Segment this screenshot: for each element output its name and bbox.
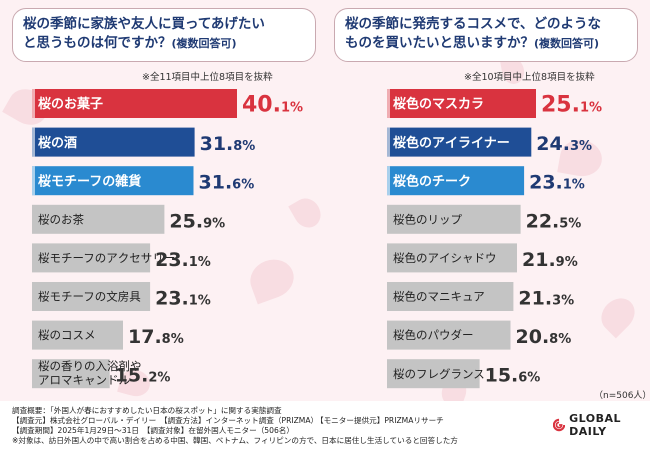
left-value-label-5: 23.1% — [155, 249, 211, 271]
right-bar-8 — [387, 359, 480, 389]
left-bar-1 — [32, 89, 237, 118]
right-title-note: (複数回答可) — [534, 37, 600, 50]
right-category-label-5: 桜色のアイシャドウ — [393, 251, 497, 265]
left-subnote: ※全11項目中上位8項目を抜粋 — [142, 72, 273, 83]
left-category-label-7: 桜のコスメ — [38, 328, 96, 342]
left-value-label-8: 15.2% — [115, 365, 171, 387]
right-value-label-7: 20.8% — [516, 326, 572, 348]
right-subnote: ※全10項目中上位8項目を抜粋 — [464, 72, 595, 83]
left-bar-7 — [32, 320, 123, 350]
left-bar-3 — [32, 166, 194, 196]
right-category-label-1: 桜色のマスカラ — [393, 96, 484, 112]
left-bar-2 — [32, 127, 195, 157]
right-category-label-4: 桜色のリップ — [393, 212, 462, 226]
left-value-label-1: 40.1% — [242, 93, 303, 118]
left-bar-8 — [32, 359, 110, 389]
global-daily-logo-icon — [553, 418, 566, 432]
left-category-label-5: 桜モチーフのアクセサリー — [38, 251, 175, 265]
footer-monitor-provider: 【モニター提供元】PRIZMAリサーチ — [316, 416, 444, 425]
left-category-label-6: 桜モチーフの文房具 — [38, 290, 141, 304]
left-category-label-3: 桜モチーフの雑貨 — [38, 173, 141, 189]
left-title-note: (複数回答可) — [171, 37, 237, 50]
left-title-line2: と思うものは何ですか？ — [23, 35, 172, 51]
left-category-label-4: 桜のお茶 — [38, 212, 84, 226]
right-bar-accent-3 — [387, 166, 390, 196]
right-bar-accent-2 — [387, 127, 390, 157]
footer-survey-overview: 調査概要：「外国人が春におすすめしたい日本の桜スポット」に関する実態調査 — [12, 406, 282, 415]
right-title-line1: 桜の季節に発売するコスメで、どのような — [345, 16, 601, 32]
left-bar-6 — [32, 282, 151, 311]
right-value-label-5: 21.9% — [522, 249, 578, 271]
right-bar-3 — [387, 166, 525, 196]
survey-footer — [0, 401, 650, 450]
right-category-label-7: 桜色のパウダー — [393, 328, 474, 342]
right-value-label-3: 23.1% — [529, 172, 585, 194]
footer-survey-period: 【調査期間】2025年1月29日～31日 【調査対象】在留外国人モニター（506… — [12, 426, 294, 435]
left-category-label-1: 桜のお菓子 — [38, 96, 103, 112]
right-bar-accent-1 — [387, 89, 390, 118]
left-category-label-8: 桜の香りの入浴剤やアロマキャンドル — [38, 359, 142, 387]
left-category-label-2: 桜の酒 — [38, 135, 77, 151]
right-category-label-2: 桜色のアイライナー — [393, 135, 510, 151]
left-value-label-4: 25.9% — [169, 210, 225, 232]
left-bar-accent-2 — [32, 127, 35, 157]
right-category-label-6: 桜色のマニキュア — [393, 290, 485, 304]
left-value-label-2: 31.8% — [200, 133, 256, 155]
right-value-label-6: 21.3% — [518, 288, 574, 310]
right-title-line2: ものを買いたいと思いますか？ — [345, 35, 534, 51]
right-bar-5 — [387, 243, 517, 273]
logo-text: GLOBAL DAILY — [569, 412, 621, 438]
right-value-label-2: 24.3% — [536, 133, 592, 155]
right-value-label-1: 25.1% — [541, 93, 602, 118]
left-value-label-7: 17.8% — [128, 326, 184, 348]
right-value-label-4: 22.5% — [526, 210, 582, 232]
left-bar-5 — [32, 243, 151, 273]
right-category-label-8: 桜のフレグランス — [393, 367, 485, 381]
footer-survey-source: 【調査元】株式会社グローバル・デイリー 【調査方法】インターネット調査（PRIZ… — [12, 416, 319, 425]
right-bar-1 — [387, 89, 536, 118]
right-bar-7 — [387, 320, 511, 350]
right-category-label-3: 桜色のチーク — [393, 173, 471, 189]
footer-target-note: ※対象は、訪日外国人の中で高い割合を占める中国、韓国、ベトナム、フィリピンの方で… — [12, 436, 458, 445]
right-bar-6 — [387, 282, 514, 311]
left-bar-4 — [32, 204, 165, 234]
left-question-box: 桜の季節に家族や友人に買ってあげたい と思うものは何ですか？(複数回答可) — [12, 8, 316, 62]
left-value-label-6: 23.1% — [155, 288, 211, 310]
right-question-box: 桜の季節に発売するコスメで、どのような ものを買いたいと思いますか？(複数回答可… — [334, 8, 638, 62]
sample-size-note: （n=506人） — [594, 391, 650, 401]
right-value-label-8: 15.6% — [485, 365, 541, 387]
right-bar-4 — [387, 204, 521, 234]
left-title-line1: 桜の季節に家族や友人に買ってあげたい — [23, 16, 265, 32]
left-bar-accent-1 — [32, 89, 35, 118]
left-value-label-3: 31.6% — [199, 172, 255, 194]
left-bar-accent-3 — [32, 166, 35, 196]
global-daily-logo: GLOBAL DAILY — [553, 412, 650, 438]
right-bar-2 — [387, 127, 532, 157]
